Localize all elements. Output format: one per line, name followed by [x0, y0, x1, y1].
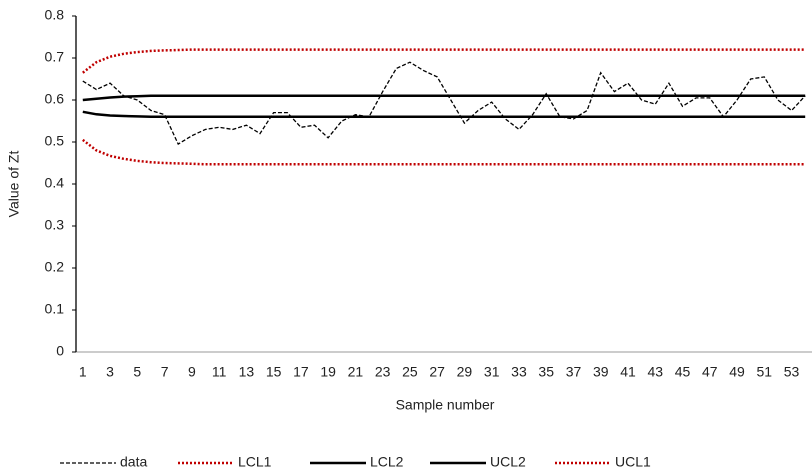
x-tick-label: 13	[239, 364, 255, 380]
x-tick-label: 17	[293, 364, 309, 380]
x-tick-label: 9	[188, 364, 196, 380]
x-tick-label: 37	[566, 364, 582, 380]
x-tick-label: 15	[266, 364, 282, 380]
y-tick-label: 0	[56, 343, 64, 359]
y-tick-label: 0.6	[45, 91, 65, 107]
series-line	[82, 138, 806, 166]
legend-label: LCL2	[370, 454, 404, 470]
y-tick-label: 0.3	[45, 217, 65, 233]
x-tick-label: 5	[133, 364, 141, 380]
x-tick-label: 29	[457, 364, 473, 380]
x-tick-label: 27	[429, 364, 445, 380]
y-tick-label: 0.1	[45, 301, 65, 317]
x-axis-title: Sample number	[396, 397, 495, 413]
x-tick-label: 35	[538, 364, 554, 380]
series-line	[82, 61, 806, 146]
series-line	[82, 48, 806, 74]
x-tick-label: 39	[593, 364, 609, 380]
x-tick-label: 33	[511, 364, 527, 380]
x-tick-label: 23	[375, 364, 391, 380]
x-tick-label: 45	[675, 364, 691, 380]
legend-label: UCL2	[490, 454, 526, 470]
legend-label: LCL1	[238, 454, 272, 470]
legend-label: data	[120, 454, 147, 470]
series-line	[82, 94, 806, 102]
legend-label: UCL1	[615, 454, 651, 470]
y-tick-label: 0.2	[45, 259, 65, 275]
x-tick-label: 47	[702, 364, 718, 380]
x-tick-label: 43	[647, 364, 663, 380]
x-tick-label: 25	[402, 364, 418, 380]
x-tick-label: 41	[620, 364, 636, 380]
x-tick-label: 21	[348, 364, 364, 380]
y-tick-label: 0.8	[45, 7, 65, 23]
y-axis-title: Value of Zt	[6, 151, 22, 218]
x-tick-label: 53	[784, 364, 800, 380]
x-tick-label: 7	[161, 364, 169, 380]
y-tick-label: 0.7	[45, 49, 65, 65]
x-tick-label: 51	[757, 364, 773, 380]
x-tick-label: 3	[106, 364, 114, 380]
y-tick-label: 0.5	[45, 133, 65, 149]
series-line	[82, 110, 806, 119]
x-tick-label: 11	[212, 364, 227, 380]
x-tick-label: 49	[729, 364, 745, 380]
x-tick-label: 31	[484, 364, 500, 380]
y-tick-label: 0.4	[45, 175, 65, 191]
x-tick-label: 19	[320, 364, 336, 380]
x-tick-label: 1	[79, 364, 87, 380]
